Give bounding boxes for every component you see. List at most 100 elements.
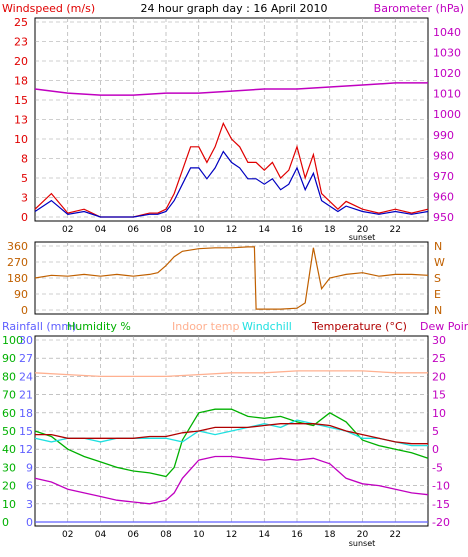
legend-rainfall: Rainfall (mm) <box>2 320 76 333</box>
legend-humidity: Humidity % <box>67 320 131 333</box>
humidity-tick-label: 60 <box>2 407 16 420</box>
sunset-label-2: sunset <box>349 539 376 548</box>
windspeed-tick-label: 13 <box>14 114 28 127</box>
dew-point-line <box>34 455 429 505</box>
x-tick-label: 16 <box>291 530 303 540</box>
bottom-panel-series <box>34 370 429 523</box>
x-tick-label: 18 <box>324 530 336 540</box>
direction-panel-series <box>34 246 429 310</box>
legend-windchill: Windchill <box>242 320 292 333</box>
x-tick-label: 22 <box>390 225 401 235</box>
x-tick-label: 18 <box>324 225 336 235</box>
rainfall-tick-label: 18 <box>19 407 33 420</box>
bottom-panel-x-tick-labels: 02 04 06 08 10 12 14 16 18 20 22 <box>62 530 401 540</box>
humidity-tick-label: 50 <box>2 425 16 438</box>
barometer-tick-labels: 1040 1030 1020 1010 1000 990 980 970 960 950 <box>433 26 461 224</box>
x-tick-label: 08 <box>160 530 172 540</box>
x-tick-label: 10 <box>193 225 205 235</box>
rainfall-tick-label: 3 <box>26 498 33 511</box>
rainfall-tick-label: 12 <box>19 443 33 456</box>
humidity-tick-label: 0 <box>2 516 9 529</box>
top-panel-series <box>34 82 429 218</box>
barometer-tick-label: 950 <box>433 211 454 224</box>
humidity-tick-label: 30 <box>2 461 16 474</box>
barometer-tick-label: 970 <box>433 170 454 183</box>
barometer-tick-label: 1020 <box>433 67 461 80</box>
chart-title: 24 hour graph day : 16 April 2010 <box>141 2 328 15</box>
direction-degree-tick-label: 0 <box>21 304 28 317</box>
direction-degree-tick-label: 360 <box>7 240 28 253</box>
x-tick-label: 10 <box>193 530 205 540</box>
temperature-tick-label: 30 <box>432 334 446 347</box>
windchill-line <box>34 419 428 447</box>
temperature-tick-label: 10 <box>432 407 446 420</box>
windspeed-tick-label: 18 <box>14 75 28 88</box>
rainfall-tick-label: 27 <box>19 352 33 365</box>
top-panel-x-tick-labels: 02 04 06 08 10 12 14 16 18 20 22 <box>62 225 401 235</box>
direction-degree-tick-labels: 360 270 180 90 0 <box>7 240 28 317</box>
temperature-tick-label: -20 <box>432 516 450 529</box>
windspeed-tick-label: 0 <box>21 211 28 224</box>
barometer-tick-label: 1000 <box>433 108 461 121</box>
x-tick-label: 02 <box>62 225 73 235</box>
average-wind-line <box>34 150 429 218</box>
temperature-tick-labels: 30 25 20 15 10 5 0 -5 -10 -15 -20 <box>432 334 450 529</box>
rainfall-tick-label: 9 <box>26 461 33 474</box>
x-tick-label: 14 <box>259 225 271 235</box>
windspeed-tick-label: 25 <box>14 16 28 29</box>
direction-degree-tick-label: 90 <box>14 288 28 301</box>
direction-compass-tick-label: N <box>434 304 442 317</box>
temperature-tick-label: 0 <box>432 443 439 456</box>
barometer-line <box>34 82 428 96</box>
humidity-tick-label: 100 <box>2 334 23 347</box>
windspeed-tick-label: 20 <box>14 55 28 68</box>
barometer-tick-label: 960 <box>433 190 454 203</box>
humidity-tick-label: 70 <box>2 389 16 402</box>
humidity-tick-label: 90 <box>2 352 16 365</box>
rainfall-tick-label: 0 <box>26 516 33 529</box>
direction-compass-tick-label: E <box>434 288 441 301</box>
humidity-tick-label: 80 <box>2 370 16 383</box>
rainfall-tick-label: 15 <box>19 425 33 438</box>
temperature-tick-label: -15 <box>432 498 450 511</box>
rainfall-tick-label: 21 <box>19 389 33 402</box>
legend-temperature: Temperature (°C) <box>311 320 407 333</box>
top-panel-grid <box>35 18 428 221</box>
direction-compass-tick-label: W <box>434 256 445 269</box>
temperature-line <box>35 423 428 445</box>
x-tick-label: 16 <box>291 225 303 235</box>
barometer-tick-label: 1010 <box>433 88 461 101</box>
direction-compass-tick-label: N <box>434 240 442 253</box>
humidity-tick-label: 20 <box>2 480 16 493</box>
sunset-label-1: sunset <box>349 233 376 242</box>
x-tick-label: 04 <box>95 225 107 235</box>
windspeed-axis-label: Windspeed (m/s) <box>2 2 95 15</box>
indoor-temp-line <box>34 370 428 378</box>
x-tick-label: 06 <box>128 225 140 235</box>
legend-dew-point: Dew Point <box>420 320 468 333</box>
wind-direction-line <box>34 246 429 310</box>
windspeed-tick-label: 3 <box>21 192 28 205</box>
direction-compass-tick-label: S <box>434 272 441 285</box>
temperature-tick-label: -5 <box>432 461 443 474</box>
temperature-tick-label: 5 <box>432 425 439 438</box>
direction-degree-tick-label: 180 <box>7 272 28 285</box>
windspeed-tick-label: 10 <box>14 133 28 146</box>
x-tick-label: 20 <box>357 225 369 235</box>
temperature-tick-label: 15 <box>432 389 446 402</box>
windspeed-tick-label: 5 <box>21 172 28 185</box>
legend-indoor-temp: Indoor temp <box>172 320 239 333</box>
rainfall-tick-label: 30 <box>19 334 33 347</box>
windspeed-tick-label: 15 <box>14 94 28 107</box>
x-tick-label: 02 <box>62 530 73 540</box>
direction-panel-grid <box>35 242 428 314</box>
barometer-tick-label: 980 <box>433 149 454 162</box>
x-tick-label: 06 <box>128 530 140 540</box>
rainfall-tick-label: 6 <box>26 480 33 493</box>
barometer-tick-label: 990 <box>433 129 454 142</box>
barometer-axis-label: Barometer (hPa) <box>374 2 464 15</box>
x-tick-label: 12 <box>226 530 237 540</box>
